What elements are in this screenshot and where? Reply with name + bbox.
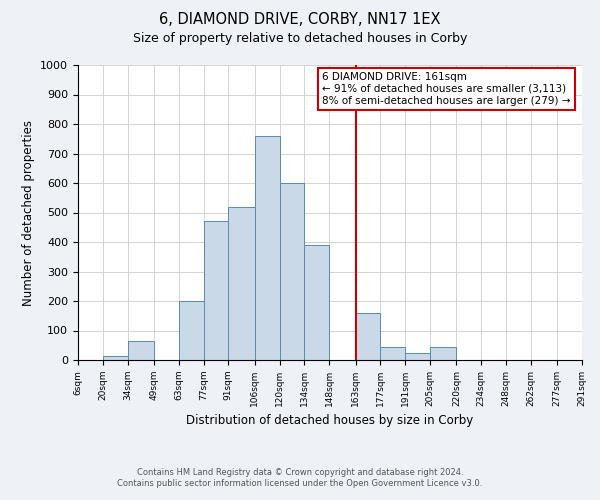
Bar xyxy=(356,313,380,360)
Bar xyxy=(280,183,304,360)
Y-axis label: Number of detached properties: Number of detached properties xyxy=(22,120,35,306)
Text: Size of property relative to detached houses in Corby: Size of property relative to detached ho… xyxy=(133,32,467,45)
Bar xyxy=(430,346,457,360)
Bar xyxy=(128,341,154,360)
Bar xyxy=(304,245,329,360)
Bar xyxy=(203,222,229,360)
Bar xyxy=(405,352,430,360)
Text: 6, DIAMOND DRIVE, CORBY, NN17 1EX: 6, DIAMOND DRIVE, CORBY, NN17 1EX xyxy=(159,12,441,28)
Bar xyxy=(255,136,280,360)
Bar xyxy=(179,301,203,360)
Text: 6 DIAMOND DRIVE: 161sqm
← 91% of detached houses are smaller (3,113)
8% of semi-: 6 DIAMOND DRIVE: 161sqm ← 91% of detache… xyxy=(322,72,571,106)
Bar xyxy=(103,356,128,360)
Bar xyxy=(380,346,405,360)
Bar xyxy=(229,206,255,360)
X-axis label: Distribution of detached houses by size in Corby: Distribution of detached houses by size … xyxy=(187,414,473,428)
Text: Contains HM Land Registry data © Crown copyright and database right 2024.
Contai: Contains HM Land Registry data © Crown c… xyxy=(118,468,482,487)
